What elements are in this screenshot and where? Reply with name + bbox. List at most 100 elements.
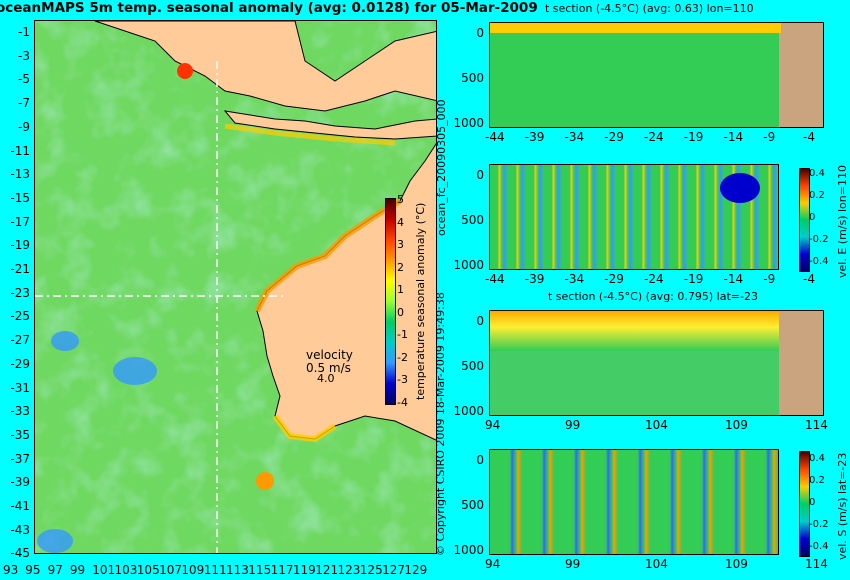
lat-tick-label: -17 xyxy=(10,214,30,229)
section-cb-tick: 0.4 xyxy=(809,453,825,464)
section-x-tick: 109 xyxy=(725,418,748,432)
cool-anomaly xyxy=(51,331,79,351)
lon-tick-label: 109 xyxy=(181,563,205,577)
colorbar-tick-label: -4 xyxy=(397,395,408,409)
section-x-tick: 94 xyxy=(485,557,501,571)
section-x-tick: -34 xyxy=(564,130,585,144)
section2-cb-label: vel. E (m/s) lon=110 xyxy=(836,165,849,278)
section3-title: t section (-4.5°C) (avg: 0.795) lat=-23 xyxy=(548,290,758,303)
lat-tick-label: -37 xyxy=(10,451,30,466)
colorbar-tick-label: -2 xyxy=(397,350,408,364)
copyright-text: © Copyright CSIRO 2009 18-Mar-2009 19:49… xyxy=(434,292,447,556)
lat-tick-label: -19 xyxy=(10,238,30,253)
section-x-tick: -24 xyxy=(644,272,664,286)
section-x-tick: 104 xyxy=(645,418,668,432)
lat-tick-label: -29 xyxy=(10,356,30,371)
colorbar-tick-label: -1 xyxy=(397,328,408,341)
colorbar-tick-label: -3 xyxy=(397,373,408,386)
section-y-tick: 0 xyxy=(476,453,484,467)
lon-tick-label: 105 xyxy=(136,563,160,577)
colorbar-tick-label: 1 xyxy=(397,283,404,296)
colorbar-tick-label: 4 xyxy=(397,215,404,229)
lon-tick-label: 99 xyxy=(69,563,86,577)
section-x-tick: -9 xyxy=(763,272,776,286)
section-y-tick: 0 xyxy=(476,314,484,328)
lon-tick-label: 97 xyxy=(47,563,63,577)
lat-tick-label: -39 xyxy=(10,475,30,490)
velocity-speed: 0.5 m/s xyxy=(306,361,351,375)
indonesia-land xyxy=(94,21,436,112)
section-y-tick: 1000 xyxy=(453,543,484,557)
section-x-tick: -34 xyxy=(564,272,585,286)
section-x-tick: -39 xyxy=(524,272,545,286)
lat-tick-label: -13 xyxy=(10,167,30,182)
colorbar-tick-label: 5 xyxy=(397,193,404,206)
lon-tick-label: 119 xyxy=(292,563,316,577)
section-x-tick: 94 xyxy=(485,418,501,432)
section-cb-tick: 0.4 xyxy=(809,168,825,179)
section-x-tick: -29 xyxy=(604,130,624,144)
lat-tick-label: -45 xyxy=(10,546,30,561)
section-cb-tick: 0 xyxy=(809,212,816,223)
section-x-tick: -44 xyxy=(485,272,505,286)
lon-tick-label: 121 xyxy=(315,563,339,577)
section-y-tick: 1000 xyxy=(453,116,484,130)
map-colorbar-label: temperature seasonal anomaly (°C) xyxy=(414,202,427,400)
section-y-tick: 0 xyxy=(476,168,484,182)
section-x-tick: -9 xyxy=(763,130,776,144)
section-cb-tick: 0.2 xyxy=(809,190,825,201)
lon-tick-label: 107 xyxy=(159,563,182,577)
section2-colorbar xyxy=(799,168,810,272)
section-x-tick: 114 xyxy=(805,418,828,432)
lat-tick-label: -1 xyxy=(18,25,30,39)
section-x-tick: -4 xyxy=(803,130,815,144)
warm-eddy xyxy=(256,472,274,490)
section4-panel[interactable] xyxy=(489,449,779,555)
section-x-tick: -19 xyxy=(683,130,704,144)
section2-panel[interactable] xyxy=(489,164,779,270)
section-cb-tick: -0.4 xyxy=(809,256,829,267)
map-title: oceanMAPS 5m temp. seasonal anomaly (avg… xyxy=(0,0,538,16)
lon-tick-label: 117 xyxy=(270,563,294,577)
section-cb-tick: -0.2 xyxy=(809,519,829,530)
lat-tick-label: -11 xyxy=(10,143,30,158)
section-y-tick: 500 xyxy=(461,71,484,85)
lon-tick-label: 113 xyxy=(226,563,249,577)
cool-anomaly xyxy=(37,529,73,553)
lon-tick-label: 95 xyxy=(25,563,41,577)
lat-tick-label: -3 xyxy=(18,48,30,63)
lat-tick-label: -23 xyxy=(10,285,30,300)
section-x-tick: -14 xyxy=(723,272,744,286)
warm-anomaly xyxy=(177,63,193,79)
lon-tick-label: 129 xyxy=(404,563,428,577)
lon-tick-label: 115 xyxy=(248,563,272,577)
lat-tick-label: -5 xyxy=(18,72,30,87)
section4-cb-label: vel. S (m/s) lat=-23 xyxy=(836,452,849,560)
section-x-tick: 104 xyxy=(645,557,668,571)
section-cb-tick: 0.2 xyxy=(809,475,825,486)
map-colorbar xyxy=(385,198,396,405)
section-y-tick: 500 xyxy=(461,213,484,227)
section-x-tick: -14 xyxy=(723,130,744,144)
lon-tick-label: 101 xyxy=(92,563,116,577)
lon-tick-label: 125 xyxy=(359,563,383,577)
lon-tick-label: 93 xyxy=(3,563,19,577)
section4-colorbar xyxy=(799,451,810,557)
lat-tick-label: -41 xyxy=(10,499,30,513)
section-cb-tick: -0.4 xyxy=(809,541,829,552)
velocity-scale: 4.0 xyxy=(317,372,335,385)
lat-tick-label: -27 xyxy=(10,333,30,348)
section-y-tick: 1000 xyxy=(453,404,484,418)
lon-tick-label: 123 xyxy=(337,563,361,577)
section3-panel[interactable] xyxy=(489,310,824,416)
lon-tick-label: 103 xyxy=(114,563,138,577)
lat-tick-label: -43 xyxy=(10,522,30,537)
lat-tick-label: -31 xyxy=(10,380,30,395)
section-cb-tick: 0 xyxy=(809,497,816,508)
section1-panel[interactable] xyxy=(489,22,824,128)
lon-tick-label: 111 xyxy=(203,563,227,577)
map-panel[interactable] xyxy=(34,20,437,554)
file-id: ocean_fc_20090305_000 xyxy=(435,99,448,236)
section-x-tick: -24 xyxy=(644,130,664,144)
colorbar-tick-label: 2 xyxy=(397,260,404,274)
